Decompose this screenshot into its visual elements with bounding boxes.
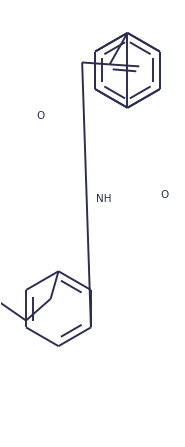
Text: O: O: [160, 190, 169, 200]
Text: O: O: [36, 110, 45, 121]
Text: NH: NH: [96, 194, 111, 204]
